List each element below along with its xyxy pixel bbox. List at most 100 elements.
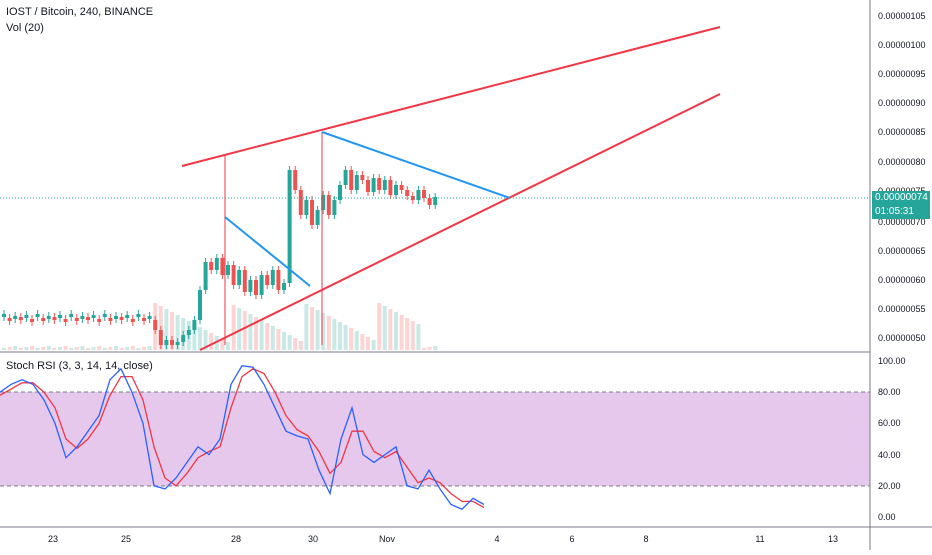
volume-bar xyxy=(97,346,102,350)
volume-bar xyxy=(136,348,141,350)
candle-body xyxy=(97,319,102,322)
candle-body xyxy=(198,290,202,320)
candle-body xyxy=(405,190,410,196)
candle-body xyxy=(326,195,331,215)
volume-bar xyxy=(198,327,202,350)
volume-bar xyxy=(265,323,270,350)
volume-bar xyxy=(366,337,370,350)
date-axis[interactable]: 23 25 28 30 Nov 4 6 8 11 13 xyxy=(48,534,838,544)
candle-body xyxy=(287,170,292,283)
candle-body xyxy=(242,270,247,292)
candle-body xyxy=(254,280,258,295)
rsi-band xyxy=(0,392,870,486)
candle-body xyxy=(248,280,253,292)
stoch-rsi-indicator-label[interactable]: Stoch RSI (3, 3, 14, 14, close) xyxy=(6,360,153,372)
volume-bar xyxy=(209,333,214,350)
volume-bar xyxy=(310,307,314,350)
candle-body xyxy=(321,195,326,210)
volume-bar xyxy=(343,325,348,350)
date-axis-tick-label: 23 xyxy=(48,534,58,544)
volume-bar xyxy=(7,347,12,350)
volume-bar xyxy=(231,305,236,350)
volume-bar xyxy=(52,348,57,350)
current-price-badge: 0.00000074 xyxy=(872,191,930,205)
volume-bar xyxy=(399,315,404,350)
candle-body xyxy=(181,335,186,342)
candle-body xyxy=(220,258,225,275)
volume-bar xyxy=(74,347,79,350)
candle-body xyxy=(46,316,51,319)
candle-body xyxy=(366,180,370,192)
candle-body xyxy=(86,317,90,320)
volume-bar xyxy=(349,328,354,350)
date-axis-tick-label: 11 xyxy=(755,534,764,544)
first-pennant-trendline[interactable] xyxy=(224,216,311,287)
candle-body xyxy=(427,198,432,205)
volume-indicator-label[interactable]: Vol (20) xyxy=(6,22,44,34)
volume-bar xyxy=(304,304,309,350)
volume-bar xyxy=(254,317,258,350)
rsi-axis-tick-label: 100.00 xyxy=(878,356,906,366)
volume-bar xyxy=(2,348,6,350)
candle-body xyxy=(310,200,314,225)
volume-bar xyxy=(259,320,264,350)
volume-bar xyxy=(30,346,34,350)
volume-bar xyxy=(282,332,286,350)
volume-bars xyxy=(2,303,438,350)
volume-bar xyxy=(315,310,320,350)
volume-bar xyxy=(321,313,326,350)
candle-body xyxy=(164,340,169,345)
candle-body xyxy=(108,318,113,321)
price-axis-tick-label: 0.00000100 xyxy=(878,40,926,50)
rsi-axis[interactable]: 100.00 80.00 60.00 40.00 20.00 0.00 xyxy=(878,356,906,522)
volume-bar xyxy=(276,329,281,350)
volume-bar xyxy=(270,326,275,350)
volume-bar xyxy=(371,340,376,350)
date-axis-tick-label: 4 xyxy=(494,534,499,544)
candle-body xyxy=(18,317,23,320)
price-axis[interactable]: 0.00000105 0.00000100 0.00000095 0.00000090… xyxy=(878,11,926,343)
volume-bar xyxy=(102,348,107,350)
volume-bar xyxy=(237,308,242,350)
volume-bar xyxy=(410,321,415,350)
volume-bar xyxy=(147,346,152,350)
candle-body xyxy=(170,340,174,345)
volume-bar xyxy=(46,346,51,350)
candle-body xyxy=(130,319,135,322)
candle-body xyxy=(259,275,264,295)
rsi-axis-tick-label: 20.00 xyxy=(878,481,901,491)
candle-body xyxy=(265,275,270,285)
volume-bar xyxy=(142,347,146,350)
candle-body xyxy=(394,185,398,195)
volume-bar xyxy=(427,347,432,350)
date-axis-tick-label: 6 xyxy=(569,534,574,544)
price-axis-tick-label: 0.00000060 xyxy=(878,275,926,285)
bar-countdown-badge: 01:05:31 xyxy=(872,205,930,219)
candle-body xyxy=(158,330,163,345)
rsi-axis-tick-label: 0.00 xyxy=(878,512,896,522)
candle-body xyxy=(80,316,85,319)
price-axis-tick-label: 0.00000085 xyxy=(878,127,926,137)
candle-body xyxy=(282,283,286,290)
volume-bar xyxy=(220,339,225,350)
date-axis-tick-label: 25 xyxy=(121,534,131,544)
candle-body xyxy=(209,262,214,270)
symbol-title[interactable]: IOST / Bitcoin, 240, BINANCE xyxy=(6,6,154,18)
lower-channel-trendline[interactable] xyxy=(199,93,721,351)
rsi-axis-tick-label: 80.00 xyxy=(878,387,901,397)
volume-bar xyxy=(114,346,118,350)
candle-body xyxy=(13,316,18,319)
volume-bar xyxy=(13,346,18,350)
price-axis-tick-label: 0.00000080 xyxy=(878,157,926,167)
candle-body xyxy=(332,200,337,215)
candle-body xyxy=(136,314,141,317)
candle-body xyxy=(354,175,359,190)
volume-bar xyxy=(58,347,62,350)
candle-body xyxy=(214,258,219,270)
triangle-upper-trendline[interactable] xyxy=(321,131,511,199)
volume-bar xyxy=(63,346,68,350)
volume-bar xyxy=(91,347,96,350)
upper-channel-trendline[interactable] xyxy=(181,26,721,167)
